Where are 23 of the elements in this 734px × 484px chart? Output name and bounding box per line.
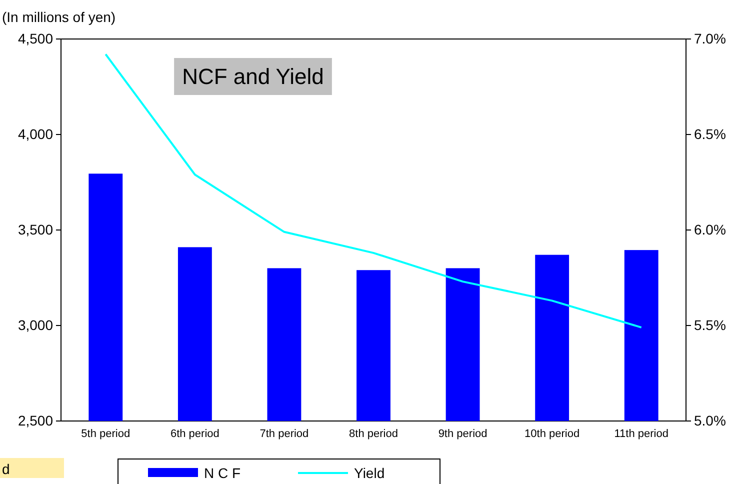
y2-tick-label: 7.0% xyxy=(694,30,726,46)
x-tick-label: 8th period xyxy=(349,428,398,440)
y2-tick-label: 5.0% xyxy=(694,412,726,428)
y-axis-title: (In millions of yen) xyxy=(2,9,116,25)
x-tick-label: 6th period xyxy=(170,428,220,440)
x-tick-label: 10th period xyxy=(524,428,580,440)
x-tick-label: 9th period xyxy=(438,428,488,440)
y2-tick-label: 6.5% xyxy=(694,126,726,142)
x-tick-label: 5th period xyxy=(81,428,130,440)
legend-label: Yield xyxy=(354,465,385,481)
y-tick-label: 4,500 xyxy=(18,30,54,46)
y-tick-label: 4,000 xyxy=(18,126,54,142)
legend-label: N C F xyxy=(204,465,241,481)
text: d xyxy=(2,461,10,477)
x-tick-label: 11th period xyxy=(614,428,668,440)
x-tick-label: 7th period xyxy=(260,428,309,440)
y2-tick-label: 5.5% xyxy=(694,316,726,333)
y2-tick-label: 6.0% xyxy=(694,221,726,238)
text: NCF and Yield xyxy=(182,64,324,89)
y-tick-label: 3,000 xyxy=(18,316,54,333)
y-tick-label: 3,500 xyxy=(18,221,54,238)
y-tick-label: 2,500 xyxy=(18,412,54,428)
line-series xyxy=(104,53,642,328)
